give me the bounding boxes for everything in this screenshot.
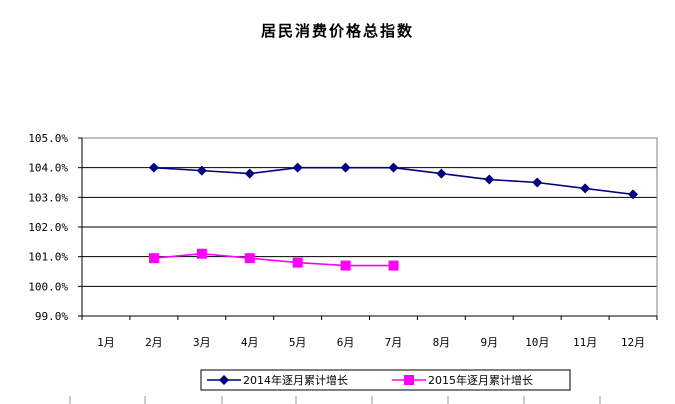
diamond-marker	[628, 189, 639, 200]
square-marker	[196, 248, 207, 259]
legend-label: 2014年逐月累计增长	[243, 373, 348, 387]
x-tick-label: 8月	[433, 336, 451, 349]
diamond-marker	[532, 177, 543, 188]
x-tick-label: 6月	[337, 336, 355, 349]
x-tick-label: 5月	[289, 336, 307, 349]
square-marker	[404, 375, 414, 385]
legend-box	[200, 369, 571, 391]
y-tick-label: 100.0%	[28, 280, 68, 293]
legend-entry: 2014年逐月累计增长	[207, 373, 348, 387]
square-marker	[292, 257, 303, 268]
diamond-marker	[436, 168, 447, 179]
x-tick-label: 3月	[193, 336, 211, 349]
square-marker	[388, 260, 399, 271]
diamond-marker	[484, 174, 495, 185]
diamond-marker	[244, 168, 255, 179]
bottom-tick-marks	[69, 396, 601, 404]
series-layer	[148, 162, 639, 271]
diamond-marker	[388, 162, 399, 173]
y-axis-ticks: 99.0% 100.0% 101.0% 102.0% 103.0% 104.0% 105.0…	[28, 132, 82, 323]
diamond-marker	[580, 183, 591, 194]
x-tick-label: 2月	[145, 336, 163, 349]
x-tick-label: 9月	[480, 336, 498, 349]
legend-entry: 2015年逐月累计增长	[392, 373, 533, 387]
y-tick-label: 104.0%	[28, 162, 68, 175]
diamond-marker	[196, 165, 207, 176]
x-axis-ticks: 1月 2月 3月 4月 5月 6月 7月 8月 9月 10月 11月 12月	[81, 316, 658, 349]
series-line	[153, 252, 394, 267]
series-1	[148, 162, 639, 200]
x-tick-label: 10月	[525, 336, 549, 349]
y-tick-label: 102.0%	[28, 221, 68, 234]
diamond-marker	[340, 162, 351, 173]
diamond-marker	[219, 375, 229, 385]
y-tick-label: 101.0%	[28, 251, 68, 264]
x-tick-label: 7月	[385, 336, 403, 349]
diamond-marker	[292, 162, 303, 173]
gridlines	[82, 137, 657, 317]
series-2	[148, 248, 399, 271]
chart-title: 居民消费价格总指数	[260, 22, 414, 40]
legend: 2014年逐月累计增长 2015年逐月累计增长	[200, 369, 571, 391]
x-tick-label: 11月	[573, 336, 597, 349]
x-tick-label: 12月	[621, 336, 645, 349]
square-marker	[340, 260, 351, 271]
square-marker	[244, 253, 255, 264]
y-tick-label: 103.0%	[28, 191, 68, 204]
x-tick-label: 4月	[241, 336, 259, 349]
diamond-marker	[148, 162, 159, 173]
y-tick-label: 99.0%	[35, 310, 68, 323]
legend-label: 2015年逐月累计增长	[428, 373, 533, 387]
square-marker	[148, 253, 159, 264]
y-tick-label: 105.0%	[28, 132, 68, 145]
x-tick-label: 1月	[97, 336, 115, 349]
